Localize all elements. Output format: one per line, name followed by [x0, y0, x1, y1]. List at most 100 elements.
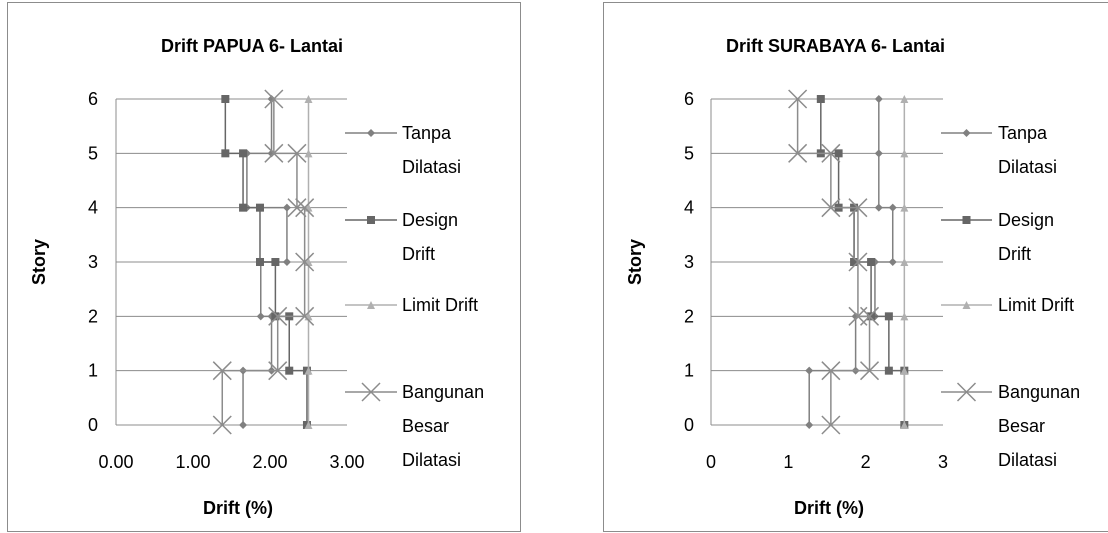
data-point [255, 203, 264, 212]
marker-diamond [888, 258, 897, 266]
data-point [221, 95, 230, 103]
legend-item: Design Drift [345, 210, 458, 264]
marker-x-stroke [821, 415, 841, 435]
y-tick-label: 2 [88, 306, 98, 326]
legend-swatch-marker [367, 216, 375, 224]
marker-x-stroke [212, 361, 232, 381]
y-tick-label: 0 [88, 415, 98, 435]
y-tick-label: 3 [684, 252, 694, 272]
data-point [805, 366, 814, 375]
data-point [821, 198, 841, 218]
data-point [900, 312, 909, 321]
y-tick-label: 2 [684, 306, 694, 326]
data-point [304, 421, 313, 429]
legend-label: Besar [998, 416, 1045, 436]
legend-swatch-marker [962, 301, 971, 309]
data-point [848, 198, 868, 218]
marker-square [271, 312, 280, 321]
data-point [850, 258, 859, 266]
marker-triangle [304, 149, 313, 158]
x-tick-label: 3 [938, 452, 948, 472]
chart-title: Drift SURABAYA 6- Lantai [726, 36, 945, 56]
data-point [805, 421, 814, 429]
data-point [268, 361, 288, 381]
legend-item: Bangunan Besar Dilatasi [345, 382, 484, 470]
marker-square [221, 95, 230, 103]
marker-x-stroke [821, 198, 841, 218]
data-point [282, 203, 291, 212]
legend-label: Limit Drift [402, 295, 478, 315]
data-point [239, 421, 248, 429]
marker-x-stroke [268, 306, 288, 326]
data-point [304, 366, 313, 375]
legend-label: Tanpa [998, 123, 1048, 143]
legend-item: Limit Drift [941, 295, 1074, 315]
chart-papua: Drift PAPUA 6- Lantai 0 1 2 3 4 5 6 0.00 1.00 2.00… [29, 36, 484, 518]
marker-x-stroke [788, 143, 808, 163]
data-point [848, 252, 868, 272]
chart-panel-papua: Drift PAPUA 6- Lantai 0 1 2 3 4 5 6 0.00 1.00 2.00… [7, 2, 521, 532]
x-tick-label: 1 [783, 452, 793, 472]
marker-square [285, 366, 294, 375]
marker-diamond [851, 312, 860, 321]
data-point [900, 95, 909, 103]
marker-triangle [900, 95, 909, 103]
marker-diamond [874, 149, 883, 158]
data-point [884, 312, 893, 321]
marker-x-stroke [287, 143, 307, 163]
data-point [788, 89, 808, 109]
marker-square [271, 258, 280, 266]
y-tick-label: 3 [88, 252, 98, 272]
chart-panel-surabaya: Drift SURABAYA 6- Lantai 0 1 2 3 4 5 6 0 1 2 3 Drift… [603, 2, 1108, 532]
marker-x-stroke [212, 415, 232, 435]
legend-label: Tanpa [402, 123, 452, 143]
x-axis-label: Drift (%) [203, 498, 273, 518]
data-point [821, 361, 841, 381]
marker-square [962, 216, 971, 224]
y-tick-label: 5 [684, 143, 694, 163]
marker-square [239, 149, 248, 158]
x-axis-label: Drift (%) [794, 498, 864, 518]
marker-x-stroke [295, 252, 315, 272]
y-tick-label: 6 [684, 89, 694, 109]
y-tick-label: 6 [88, 89, 98, 109]
legend-label: Drift [998, 244, 1031, 264]
chart-surabaya: Drift SURABAYA 6- Lantai 0 1 2 3 4 5 6 0 1 2 3 Drift… [625, 36, 1080, 518]
data-point [900, 203, 909, 212]
series-bangunan-besar-dilatasi [788, 89, 880, 435]
series-bangunan-besar-dilatasi [212, 89, 315, 435]
data-point [271, 312, 280, 321]
marker-diamond [874, 203, 883, 212]
legend-swatch-marker [956, 382, 977, 402]
x-tick-label: 0 [706, 452, 716, 472]
data-point [900, 149, 909, 158]
data-point [821, 415, 841, 435]
data-point [860, 361, 880, 381]
x-tick-label: 2 [861, 452, 871, 472]
data-point [884, 366, 893, 375]
legend-label: Dilatasi [998, 157, 1057, 177]
marker-square [367, 216, 375, 224]
marker-square [816, 95, 825, 103]
marker-triangle [900, 203, 909, 212]
series-limit-drift [900, 95, 909, 429]
legend-label: Design [998, 210, 1054, 230]
data-point [255, 258, 264, 266]
marker-x-stroke [295, 198, 315, 218]
data-point [264, 143, 284, 163]
legend-item: Bangunan Besar Dilatasi [941, 382, 1080, 470]
legend-swatch-marker [367, 301, 375, 309]
marker-x-stroke [956, 382, 977, 402]
data-point [282, 258, 291, 266]
marker-diamond [282, 203, 291, 212]
data-point [888, 258, 897, 266]
marker-square [221, 149, 230, 158]
marker-square [867, 312, 876, 321]
marker-x-stroke [268, 361, 288, 381]
marker-square [850, 258, 859, 266]
marker-square [884, 366, 893, 375]
legend-swatch-marker [361, 382, 381, 402]
marker-triangle [900, 421, 909, 429]
y-tick-label: 1 [88, 361, 98, 381]
marker-x-stroke [788, 89, 808, 109]
